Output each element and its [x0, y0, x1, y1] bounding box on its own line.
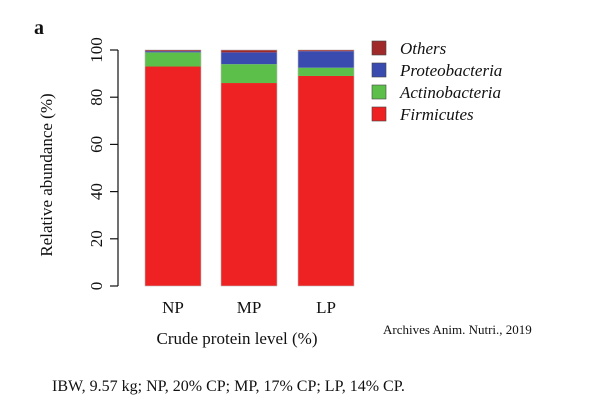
- panel-label: a: [34, 17, 44, 39]
- y-tick-label: 40: [87, 183, 106, 200]
- legend: Others Proteobacteria Actinobacteria Firmic…: [371, 39, 502, 124]
- legend-swatch-proteobacteria: [371, 62, 387, 78]
- bar-lp-actinobacteria: [298, 67, 354, 76]
- legend-label-firmicutes: Firmicutes: [399, 105, 474, 124]
- legend-label-actinobacteria: Actinobacteria: [399, 83, 501, 102]
- bar-mp-actinobacteria: [221, 64, 277, 84]
- legend-swatch-firmicutes: [371, 106, 387, 122]
- x-tick-label: MP: [237, 298, 262, 317]
- y-tick-label: 0: [87, 282, 106, 291]
- bar-mp-proteobacteria: [221, 52, 277, 65]
- bar-mp-firmicutes: [221, 83, 277, 286]
- bar-outline: [220, 49, 278, 287]
- bar-np-actinobacteria: [145, 52, 201, 67]
- x-tick-label: NP: [162, 298, 184, 317]
- bar-outline: [297, 49, 355, 287]
- x-tick-label: LP: [316, 298, 336, 317]
- bar-lp-firmicutes: [298, 75, 354, 287]
- y-tick-label: 20: [87, 230, 106, 247]
- bar-outline: [144, 49, 202, 287]
- y-tick-label: 60: [87, 136, 106, 153]
- legend-label-proteobacteria: Proteobacteria: [399, 61, 502, 80]
- y-tick-label: 100: [87, 37, 106, 63]
- bars: [144, 49, 355, 287]
- x-axis-title: Crude protein level (%): [157, 329, 318, 348]
- y-tick-label: 80: [87, 89, 106, 106]
- y-axis-title: Relative abundance (%): [37, 93, 56, 256]
- bar-lp-proteobacteria: [298, 51, 354, 68]
- bar-lp-others: [298, 50, 354, 52]
- bar-np-firmicutes: [145, 66, 201, 287]
- legend-label-others: Others: [400, 39, 447, 58]
- bar-np-others: [145, 50, 201, 52]
- bar-np-proteobacteria: [145, 51, 201, 53]
- plot-area: 0 20 40 60 80 100 NP MP LP: [87, 37, 336, 317]
- source-note: Archives Anim. Nutri., 2019: [383, 322, 532, 337]
- legend-swatch-actinobacteria: [371, 84, 387, 100]
- caption: IBW, 9.57 kg; NP, 20% CP; MP, 17% CP; LP…: [52, 378, 405, 395]
- legend-swatch-others: [371, 40, 387, 56]
- bar-mp-others: [221, 50, 277, 53]
